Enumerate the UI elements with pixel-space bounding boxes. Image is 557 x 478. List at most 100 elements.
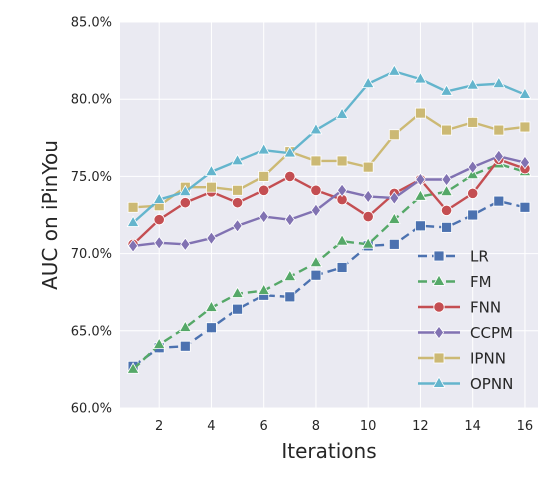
data-point-opnn — [440, 84, 454, 96]
data-point-ipnn — [232, 184, 243, 196]
data-point-ccpm — [363, 189, 374, 204]
data-point-ccpm — [389, 191, 400, 205]
data-point-opnn — [152, 192, 166, 204]
legend-marker-ipnn — [433, 352, 445, 364]
x-tick-label: 12 — [412, 419, 429, 434]
legend-marker-fm — [432, 274, 446, 286]
legend-label-fnn: FNN — [470, 299, 501, 317]
data-point-opnn — [492, 76, 506, 88]
legend-marker-opnn — [432, 376, 446, 388]
x-tick-label: 4 — [207, 419, 215, 434]
data-point-opnn — [257, 142, 271, 155]
data-point-ccpm — [493, 149, 504, 164]
data-point-ipnn — [493, 124, 505, 136]
data-point-lr — [388, 238, 400, 250]
data-point-fm — [387, 212, 401, 224]
data-point-lr — [493, 195, 505, 207]
legend-item-ccpm: CCPM — [418, 324, 513, 342]
y-tick-label: 65.0% — [71, 324, 112, 339]
legend-item-fnn: FNN — [418, 299, 501, 317]
series-line-fm — [132, 162, 526, 371]
data-point-ccpm — [441, 172, 452, 187]
x-tick-label: 6 — [260, 419, 268, 434]
y-tick-label: 85.0% — [71, 16, 112, 31]
x-tick-label: 10 — [360, 419, 377, 434]
data-point-ipnn — [415, 107, 426, 119]
data-point-ccpm — [127, 239, 139, 253]
data-point-lr — [232, 303, 243, 315]
data-point-fm — [257, 283, 271, 295]
data-point-fm — [309, 255, 323, 268]
data-point-ipnn — [336, 155, 348, 167]
data-point-fnn — [310, 184, 322, 196]
data-point-lr — [467, 209, 479, 221]
data-point-ipnn — [206, 181, 217, 193]
legend-label-ipnn: IPNN — [470, 350, 506, 368]
data-point-fm — [413, 189, 427, 201]
data-point-lr — [519, 201, 531, 213]
data-point-ccpm — [180, 237, 191, 252]
data-point-fm — [283, 269, 297, 282]
series-line-fnn — [132, 158, 526, 246]
data-point-lr — [206, 322, 217, 334]
data-point-opnn — [518, 87, 532, 99]
legend-marker-ccpm — [433, 325, 445, 340]
legend-label-fm: FM — [470, 273, 492, 291]
y-tick-label: 70.0% — [71, 247, 112, 262]
series-ipnn — [127, 107, 531, 213]
data-point-fnn — [153, 214, 165, 226]
data-point-fm — [126, 362, 140, 374]
y-axis-title: AUC on iPinYou — [38, 140, 62, 290]
data-point-opnn — [335, 107, 349, 119]
data-point-ipnn — [258, 170, 270, 182]
data-point-ccpm — [415, 172, 426, 187]
data-point-fnn — [179, 197, 191, 209]
data-point-fnn — [467, 187, 479, 199]
data-point-opnn — [466, 78, 480, 90]
y-tick-label: 80.0% — [71, 93, 112, 108]
data-point-opnn — [204, 164, 218, 177]
data-point-fnn — [440, 204, 453, 216]
data-point-ipnn — [467, 116, 479, 128]
x-tick-label: 2 — [155, 419, 163, 434]
legend-label-opnn: OPNN — [470, 375, 513, 393]
data-series — [126, 64, 532, 374]
legend-item-ipnn: IPNN — [418, 350, 506, 368]
data-point-ipnn — [388, 129, 400, 141]
series-ccpm — [127, 149, 531, 253]
legend-item-fm: FM — [418, 273, 492, 291]
y-tick-label: 60.0% — [71, 402, 112, 417]
data-point-fm — [231, 286, 245, 298]
x-tick-label: 8 — [312, 419, 320, 434]
data-point-ccpm — [284, 212, 295, 227]
data-point-opnn — [413, 71, 427, 84]
data-point-lr — [415, 220, 426, 232]
data-point-fm — [361, 237, 375, 249]
data-point-ccpm — [258, 209, 269, 224]
data-point-opnn — [231, 153, 245, 166]
legend-item-opnn: OPNN — [418, 375, 513, 393]
data-point-fnn — [258, 184, 270, 196]
data-point-ccpm — [310, 203, 322, 218]
legend-label-lr: LR — [470, 248, 489, 266]
data-point-opnn — [361, 76, 375, 88]
data-point-fm — [178, 320, 192, 332]
tick-labels: 2 4 6 8 10 12 14 16 60.0% 65.0% 70.0% 75.0% 80.0% 85.… — [71, 16, 534, 435]
data-point-fnn — [362, 210, 374, 223]
data-point-lr — [284, 291, 296, 303]
data-point-ccpm — [154, 235, 165, 250]
data-point-ccpm — [467, 160, 478, 175]
data-point-opnn — [126, 215, 140, 227]
data-point-lr — [441, 221, 452, 233]
y-tick-label: 75.0% — [71, 170, 112, 185]
legend-label-ccpm: CCPM — [470, 324, 513, 342]
data-point-fnn — [231, 197, 244, 209]
data-point-ipnn — [362, 161, 374, 173]
data-point-opnn — [283, 146, 297, 158]
x-tick-label: 14 — [464, 419, 481, 434]
series-line-lr — [132, 199, 526, 368]
data-point-ipnn — [127, 201, 139, 213]
legend-item-lr: LR — [418, 248, 489, 266]
